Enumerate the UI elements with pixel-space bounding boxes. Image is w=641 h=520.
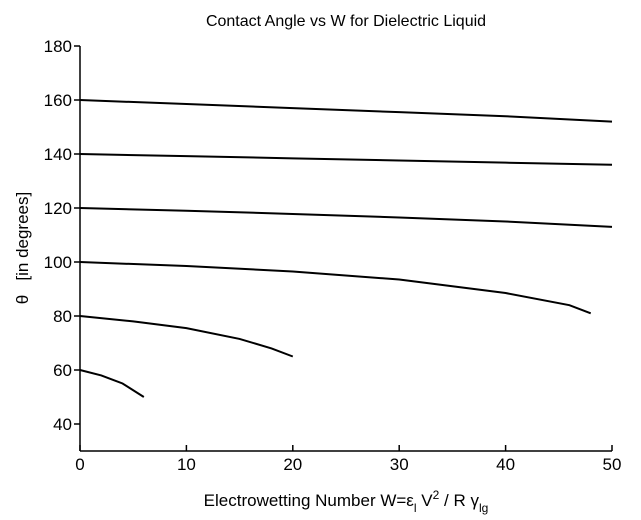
x-tick-label: 20 xyxy=(283,455,302,474)
y-tick-label: 180 xyxy=(44,37,72,56)
y-tick-label: 60 xyxy=(53,361,72,380)
x-axis-label-part: V xyxy=(417,491,434,510)
line-series xyxy=(79,315,294,358)
y-tick-label: 40 xyxy=(53,415,72,434)
y-tick-label: 140 xyxy=(44,145,72,164)
y-tick-label: 120 xyxy=(44,199,72,218)
y-tick-label: 160 xyxy=(44,91,72,110)
x-axis-label-part: Electrowetting Number W=ε xyxy=(204,491,415,510)
y-axis-label: θ [in degrees] xyxy=(13,192,32,304)
x-tick-label: 30 xyxy=(390,455,409,474)
line-series xyxy=(79,153,613,166)
x-axis-label-part: 2 xyxy=(433,488,440,502)
line-series xyxy=(79,99,613,123)
x-tick-label: 50 xyxy=(603,455,622,474)
line-series xyxy=(79,261,592,315)
x-axis-label-part: l xyxy=(414,501,417,515)
x-tick-label: 10 xyxy=(177,455,196,474)
y-tick-label: 100 xyxy=(44,253,72,272)
y-tick-label: 80 xyxy=(53,307,72,326)
x-axis-label-part: / R γ xyxy=(439,491,479,510)
x-tick-label: 40 xyxy=(496,455,515,474)
chart-title: Contact Angle vs W for Dielectric Liquid xyxy=(206,13,486,30)
line-series xyxy=(79,369,145,398)
x-axis-label: Electrowetting Number W=εl​ V2​ / R γlg​ xyxy=(204,488,489,515)
x-tick-label: 0 xyxy=(75,455,84,474)
line-series xyxy=(79,207,613,228)
x-axis-label-part: lg xyxy=(479,501,488,515)
